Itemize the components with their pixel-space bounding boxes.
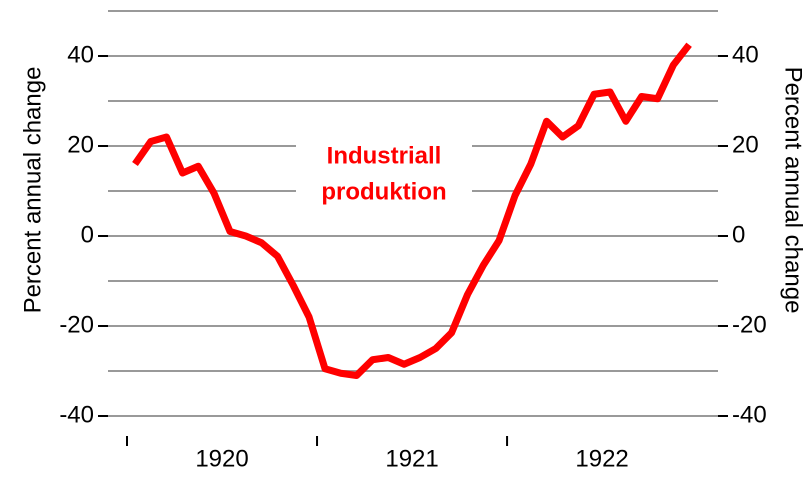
x-tick-label: 1921	[385, 445, 438, 472]
y2-tick-label: -20	[732, 311, 767, 338]
y2-tick-label: 40	[732, 41, 759, 68]
y-tick-label: 20	[67, 131, 94, 158]
y-tick-label: -20	[59, 311, 94, 338]
annotation: Industriall	[327, 142, 442, 169]
x-tick-label: 1920	[195, 445, 248, 472]
y-axis-label: Percent annual change	[19, 67, 46, 314]
data-line	[132, 42, 692, 379]
y2-tick-label: -40	[732, 401, 767, 428]
y-tick-label: 40	[67, 41, 94, 68]
y-tick-label: -40	[59, 401, 94, 428]
annotation: produktion	[321, 178, 446, 205]
y2-tick-label: 0	[732, 221, 745, 248]
y2-axis-label: Percent annual change	[780, 67, 807, 314]
x-tick-label: 1922	[575, 445, 628, 472]
y-tick-label: 0	[81, 221, 94, 248]
y2-tick-label: 20	[732, 131, 759, 158]
annotation-background	[296, 137, 472, 213]
